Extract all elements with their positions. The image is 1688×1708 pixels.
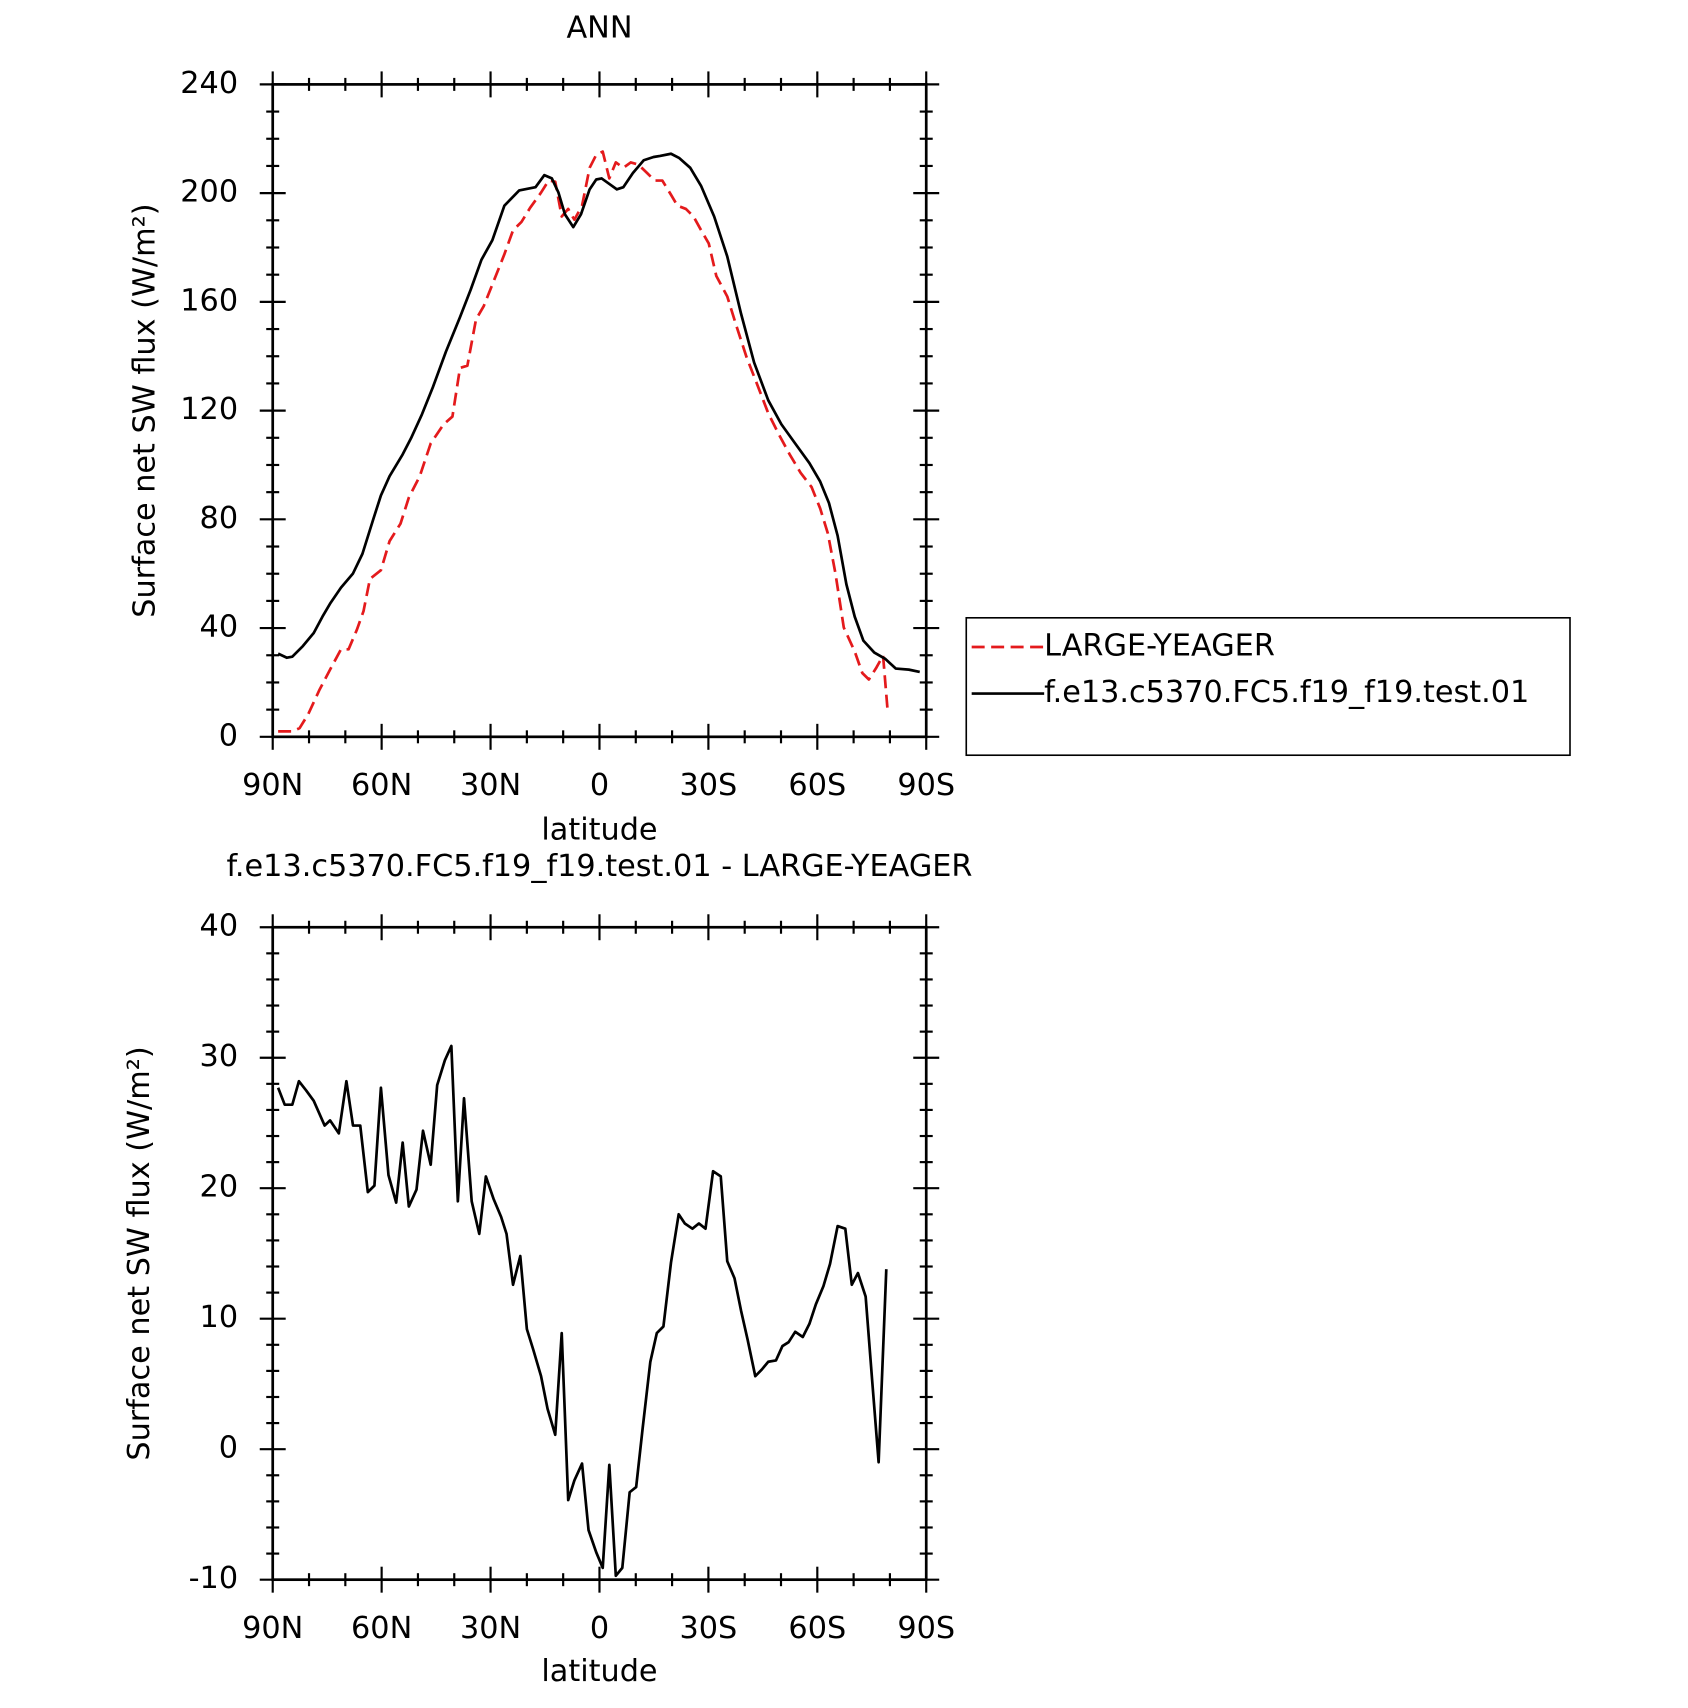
x-tick-label: 30S (680, 1611, 738, 1646)
y-tick-label: 0 (219, 718, 238, 753)
y-tick-label: 20 (200, 1170, 239, 1205)
x-tick-label: 0 (590, 1611, 609, 1646)
y-tick-label: 160 (180, 283, 238, 318)
x-tick-label: 90S (897, 768, 955, 803)
x-tick-label: 30N (460, 768, 521, 803)
x-tick-label: 60S (788, 768, 846, 803)
series-line (277, 152, 921, 674)
y-tick-label: 0 (219, 1431, 238, 1466)
y-tick-label: 40 (200, 909, 239, 944)
chart-title: ANN (566, 11, 632, 46)
x-tick-label: 60N (351, 1611, 412, 1646)
y-tick-label: 80 (200, 501, 239, 536)
legend-label: f.e13.c5370.FC5.f19_f19.test.01 (1044, 675, 1529, 710)
legend-box (965, 616, 1571, 757)
chart-title: f.e13.c5370.FC5.f19_f19.test.01 - LARGE-… (226, 849, 972, 884)
series-line (278, 150, 889, 733)
x-tick-label: 90N (242, 1611, 303, 1646)
y-axis-label: Surface net SW flux (W/m²) (128, 203, 163, 617)
y-tick-label: 200 (180, 175, 238, 210)
plot-frame (271, 925, 928, 1582)
x-tick-label: 60N (351, 768, 412, 803)
y-tick-label: 10 (200, 1300, 239, 1335)
x-tick-label: 0 (590, 768, 609, 803)
series-line (276, 1044, 888, 1578)
y-tick-label: 40 (200, 610, 239, 645)
legend-label: LARGE-YEAGER (1044, 629, 1275, 664)
plot-frame (271, 83, 928, 739)
y-tick-label: 120 (180, 392, 238, 427)
y-tick-label: 240 (180, 66, 238, 101)
x-axis-label: latitude (541, 812, 657, 847)
y-axis-label: Surface net SW flux (W/m²) (122, 1046, 157, 1460)
y-tick-label: 30 (200, 1039, 239, 1074)
x-axis-label: latitude (541, 1654, 657, 1689)
x-tick-label: 30N (460, 1611, 521, 1646)
y-tick-label: -10 (189, 1561, 238, 1596)
x-tick-label: 90S (897, 1611, 955, 1646)
x-tick-label: 60S (788, 1611, 846, 1646)
x-tick-label: 30S (680, 768, 738, 803)
x-tick-label: 90N (242, 768, 303, 803)
